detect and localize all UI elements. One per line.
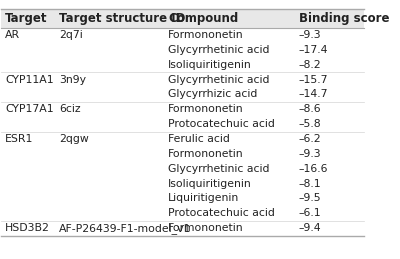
Text: Formononetin: Formononetin [168,30,244,40]
Text: Isoliquiritigenin: Isoliquiritigenin [168,60,252,70]
Text: HSD3B2: HSD3B2 [5,223,50,233]
Text: CYP17A1: CYP17A1 [5,104,54,114]
Text: ESR1: ESR1 [5,134,33,144]
Text: Target: Target [5,12,48,25]
Text: 3n9y: 3n9y [59,75,86,84]
Text: –8.1: –8.1 [299,178,321,189]
Text: Liquiritigenin: Liquiritigenin [168,193,239,203]
Text: –6.1: –6.1 [299,208,321,218]
Text: –8.2: –8.2 [299,60,321,70]
Text: AF-P26439-F1-model_v1: AF-P26439-F1-model_v1 [59,223,192,234]
Text: CYP11A1: CYP11A1 [5,75,54,84]
Text: Isoliquiritigenin: Isoliquiritigenin [168,178,252,189]
Text: –9.3: –9.3 [299,30,321,40]
Text: –8.6: –8.6 [299,104,321,114]
Text: Formononetin: Formononetin [168,149,244,159]
Text: 2q7i: 2q7i [59,30,83,40]
Text: Glycyrrhetinic acid: Glycyrrhetinic acid [168,75,270,84]
Text: Protocatechuic acid: Protocatechuic acid [168,119,275,129]
Text: –14.7: –14.7 [299,89,328,99]
Text: Ferulic acid: Ferulic acid [168,134,230,144]
Text: Glycyrrhizic acid: Glycyrrhizic acid [168,89,258,99]
Text: Glycyrrhetinic acid: Glycyrrhetinic acid [168,164,270,174]
Text: –6.2: –6.2 [299,134,321,144]
Text: –9.4: –9.4 [299,223,321,233]
Text: –5.8: –5.8 [299,119,321,129]
Text: Compound: Compound [168,12,238,25]
Text: Formononetin: Formononetin [168,104,244,114]
Text: –15.7: –15.7 [299,75,328,84]
Text: 2qgw: 2qgw [59,134,89,144]
Text: Formononetin: Formononetin [168,223,244,233]
Bar [1,9,364,27]
Text: Protocatechuic acid: Protocatechuic acid [168,208,275,218]
Text: 6ciz: 6ciz [59,104,81,114]
Text: –16.6: –16.6 [299,164,328,174]
Text: Binding score: Binding score [299,12,389,25]
Text: AR: AR [5,30,20,40]
Text: –17.4: –17.4 [299,45,328,55]
Text: –9.3: –9.3 [299,149,321,159]
Text: Target structure ID: Target structure ID [59,12,186,25]
Text: –9.5: –9.5 [299,193,321,203]
Text: Glycyrrhetinic acid: Glycyrrhetinic acid [168,45,270,55]
